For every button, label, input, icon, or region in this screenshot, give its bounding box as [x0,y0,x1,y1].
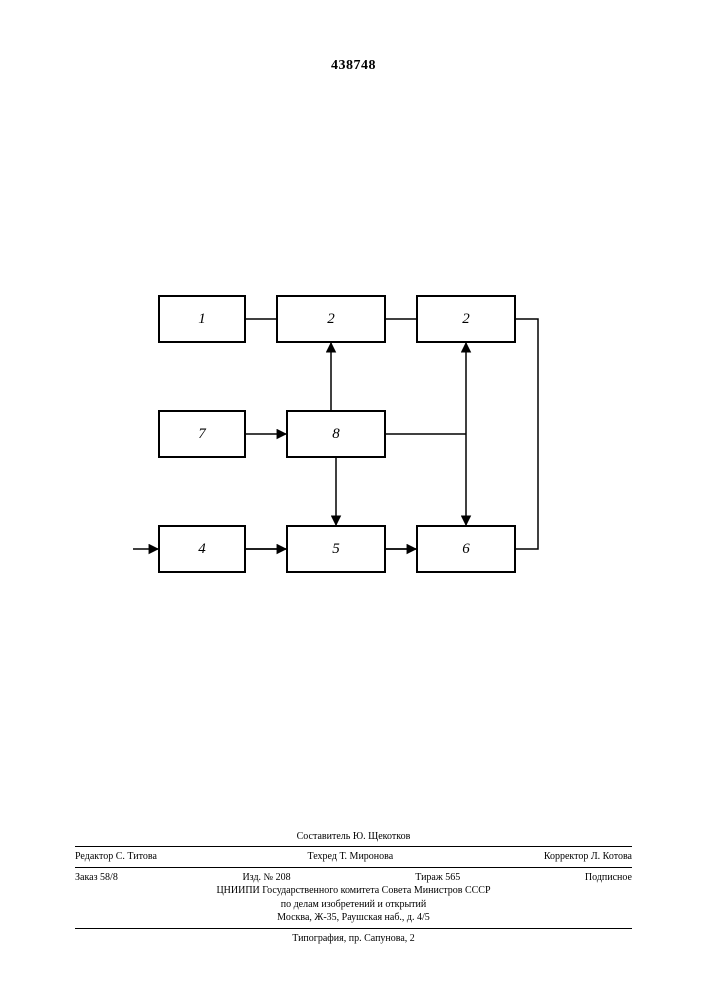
block-6: 6 [416,525,516,573]
org-line-3: Москва, Ж-35, Раушская наб., д. 4/5 [75,911,632,925]
techred: Техред Т. Миронова [308,850,394,864]
block-2: 2 [276,295,386,343]
rule-1 [75,846,632,847]
composer-line: Составитель Ю. Щекотков [75,830,632,844]
block-1: 1 [158,295,246,343]
block-5: 5 [286,525,386,573]
org-line-2: по делам изобретений и открытий [75,898,632,912]
print-info-line: Заказ 58/8 Изд. № 208 Тираж 565 Подписно… [75,871,632,885]
corrector: Корректор Л. Котова [544,850,632,864]
izd-info: Изд. № 208 [242,871,290,885]
document-number: 438748 [0,58,707,74]
block-8: 8 [286,410,386,458]
typography: Типография, пр. Сапунова, 2 [75,932,632,946]
block-4: 4 [158,525,246,573]
credits-line: Редактор С. Титова Техред Т. Миронова Ко… [75,850,632,864]
subscribed: Подписное [585,871,632,885]
editor: Редактор С. Титова [75,850,157,864]
composer-name: Ю. Щекотков [353,831,410,842]
block-7: 7 [158,410,246,458]
tirazh-info: Тираж 565 [415,871,460,885]
rule-2 [75,867,632,868]
page: 438748 12278456 Составитель Ю. Щекотков … [0,0,707,1000]
rule-3 [75,928,632,929]
imprint-footer: Составитель Ю. Щекотков Редактор С. Тито… [75,830,632,946]
order-info: Заказ 58/8 [75,871,118,885]
composer-label: Составитель [297,831,351,842]
block-2: 2 [416,295,516,343]
org-line-1: ЦНИИПИ Государственного комитета Совета … [75,884,632,898]
block-diagram: 12278456 [158,295,538,605]
